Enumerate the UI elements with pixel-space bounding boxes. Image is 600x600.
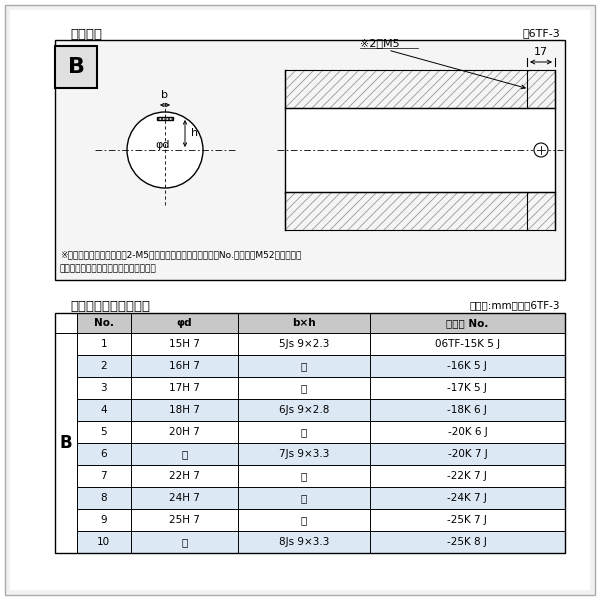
Bar <box>77 443 565 465</box>
Text: -17K 5 J: -17K 5 J <box>448 383 487 393</box>
Text: （セットボルトは付属されています。）: （セットボルトは付属されています。） <box>60 264 157 273</box>
Text: 〃: 〃 <box>301 383 307 393</box>
Text: 17H 7: 17H 7 <box>169 383 200 393</box>
Text: h: h <box>191 128 198 139</box>
Bar <box>77 355 565 377</box>
Text: 6: 6 <box>101 449 107 459</box>
Text: 〃: 〃 <box>301 471 307 481</box>
Text: 25H 7: 25H 7 <box>169 515 200 525</box>
Bar <box>77 487 565 509</box>
Text: 9: 9 <box>101 515 107 525</box>
Text: 1: 1 <box>101 339 107 349</box>
Text: 図6TF-3: 図6TF-3 <box>522 28 560 38</box>
Text: φd: φd <box>156 140 170 150</box>
Bar <box>77 531 565 553</box>
Text: 6Js 9×2.8: 6Js 9×2.8 <box>279 405 329 415</box>
Text: 軸穴形状: 軸穴形状 <box>70 28 102 41</box>
Text: 24H 7: 24H 7 <box>169 493 200 503</box>
Text: B: B <box>59 434 73 452</box>
Text: -20K 7 J: -20K 7 J <box>448 449 487 459</box>
Text: ※2－M5: ※2－M5 <box>360 38 400 48</box>
Text: 3: 3 <box>101 383 107 393</box>
Bar <box>55 313 565 553</box>
Bar <box>77 313 565 333</box>
Bar <box>157 117 173 120</box>
Text: B: B <box>67 57 85 77</box>
Text: 〃: 〃 <box>181 537 187 547</box>
Text: （単位:mm）　表6TF-3: （単位:mm） 表6TF-3 <box>470 300 560 310</box>
Text: 〃: 〃 <box>301 515 307 525</box>
Text: 〃: 〃 <box>301 493 307 503</box>
Bar <box>77 333 565 355</box>
Bar <box>285 192 555 230</box>
Text: 軸穴形状コード一覧表: 軸穴形状コード一覧表 <box>70 300 150 313</box>
Text: 7: 7 <box>101 471 107 481</box>
Text: 〃: 〃 <box>301 361 307 371</box>
Bar <box>285 108 555 192</box>
Text: 18H 7: 18H 7 <box>169 405 200 415</box>
Bar <box>55 40 565 280</box>
Bar <box>77 421 565 443</box>
Bar <box>77 465 565 487</box>
Circle shape <box>127 112 203 188</box>
Text: b×h: b×h <box>292 318 316 328</box>
Text: -24K 7 J: -24K 7 J <box>448 493 487 503</box>
Bar <box>55 313 565 553</box>
Circle shape <box>534 143 548 157</box>
Text: -16K 5 J: -16K 5 J <box>448 361 487 371</box>
Text: 17: 17 <box>534 47 548 57</box>
Text: φd: φd <box>176 318 192 328</box>
Text: 5: 5 <box>101 427 107 437</box>
Text: 7Js 9×3.3: 7Js 9×3.3 <box>279 449 329 459</box>
Text: 15H 7: 15H 7 <box>169 339 200 349</box>
Text: 06TF-15K 5 J: 06TF-15K 5 J <box>435 339 500 349</box>
Text: 5Js 9×2.3: 5Js 9×2.3 <box>279 339 329 349</box>
Text: 10: 10 <box>97 537 110 547</box>
Bar <box>77 399 565 421</box>
Text: 〃: 〃 <box>181 449 187 459</box>
Text: b: b <box>161 90 169 100</box>
Bar <box>285 70 555 108</box>
Text: コード No.: コード No. <box>446 318 488 328</box>
Text: -18K 6 J: -18K 6 J <box>448 405 487 415</box>
Text: 〃: 〃 <box>301 427 307 437</box>
Text: 20H 7: 20H 7 <box>169 427 200 437</box>
Text: 22H 7: 22H 7 <box>169 471 200 481</box>
Bar <box>55 46 97 88</box>
Text: -25K 7 J: -25K 7 J <box>448 515 487 525</box>
Text: -22K 7 J: -22K 7 J <box>448 471 487 481</box>
Text: 4: 4 <box>101 405 107 415</box>
Text: 16H 7: 16H 7 <box>169 361 200 371</box>
Text: 8: 8 <box>101 493 107 503</box>
Text: ※セットボルト用タップ（2-M5）が必要な場合は右記コードNo.の末尾にM52を付ける。: ※セットボルト用タップ（2-M5）が必要な場合は右記コードNo.の末尾にM52を… <box>60 250 301 259</box>
Text: -25K 8 J: -25K 8 J <box>448 537 487 547</box>
Text: 8Js 9×3.3: 8Js 9×3.3 <box>279 537 329 547</box>
Bar <box>77 509 565 531</box>
Bar <box>77 377 565 399</box>
Text: -20K 6 J: -20K 6 J <box>448 427 487 437</box>
Text: 2: 2 <box>101 361 107 371</box>
Text: No.: No. <box>94 318 114 328</box>
